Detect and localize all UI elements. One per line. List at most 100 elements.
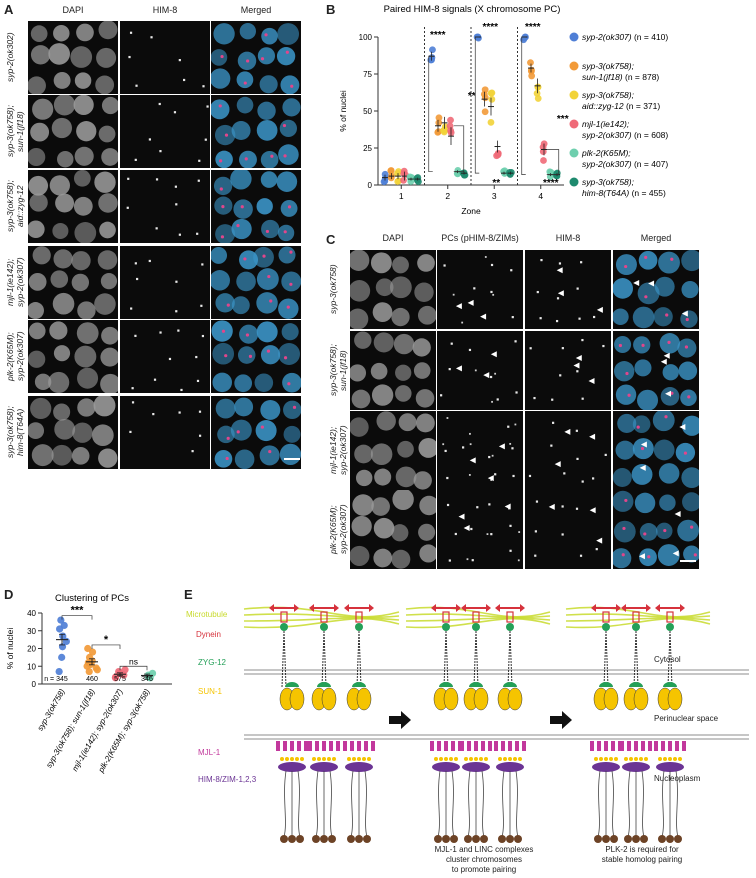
panel-c-label: C xyxy=(326,232,336,247)
significance-bracket xyxy=(61,615,93,620)
nucleus xyxy=(417,254,435,272)
legend-label: syp-2(ok307) (n = 410) xyxy=(582,32,668,42)
kash-linker xyxy=(667,630,671,688)
chromatin-end xyxy=(312,835,320,843)
foci xyxy=(473,287,476,290)
him8-bead xyxy=(634,757,638,761)
nucleus xyxy=(53,72,71,89)
foci xyxy=(517,559,520,562)
foci xyxy=(219,159,223,163)
zyg12-cap xyxy=(469,682,483,687)
foci xyxy=(178,59,181,62)
foci xyxy=(534,530,537,533)
nucleus xyxy=(637,282,660,305)
significance-label: ** xyxy=(492,178,500,189)
nucleus xyxy=(393,333,415,355)
nucleus xyxy=(352,494,374,516)
significance-label: *** xyxy=(557,114,569,125)
y-tick-label: 0 xyxy=(368,181,373,190)
foci xyxy=(134,262,137,265)
him8-bead xyxy=(484,757,488,761)
foci xyxy=(535,500,539,503)
dynein-arrowhead xyxy=(520,604,525,612)
foci xyxy=(129,430,132,434)
foci xyxy=(462,446,465,449)
chromatin-end xyxy=(594,835,602,843)
him8 xyxy=(432,762,460,772)
nucleus xyxy=(392,490,414,511)
row-label-line: mjl-1(ie142); xyxy=(328,426,338,475)
row-label: syp-3(ok758); aid::zyg-12 xyxy=(5,170,27,243)
him8 xyxy=(345,762,373,772)
nucleus xyxy=(100,373,118,393)
legend-marker xyxy=(569,61,579,71)
foci xyxy=(260,425,264,429)
him8-bead xyxy=(449,757,453,761)
significance-label: ns xyxy=(129,656,138,666)
mjl1 xyxy=(430,741,434,751)
chromatin-end xyxy=(610,835,618,843)
foci xyxy=(262,254,266,258)
data-point xyxy=(400,176,407,184)
sun1 xyxy=(603,687,619,711)
foci xyxy=(289,282,293,286)
row-label-line: plk-2(K65M); xyxy=(328,505,338,554)
foci xyxy=(148,259,151,263)
nucleus xyxy=(280,75,300,94)
foci xyxy=(492,293,495,296)
nucleus xyxy=(231,296,250,315)
nucleus xyxy=(354,444,373,464)
foci xyxy=(693,553,697,557)
nucleus xyxy=(28,350,46,368)
foci xyxy=(286,305,290,309)
chromatin-end xyxy=(480,835,488,843)
row-label-line: syp-2(ok307) xyxy=(15,257,25,308)
dynein-arrowhead xyxy=(294,604,299,612)
foci xyxy=(512,474,515,478)
caption-line: PLK-2 is required for xyxy=(605,845,679,854)
nucleus xyxy=(615,440,635,460)
him8-bead xyxy=(673,757,677,761)
him8 xyxy=(622,762,650,772)
nucleus xyxy=(74,146,94,166)
nucleus xyxy=(282,372,301,393)
foci xyxy=(174,185,177,188)
scale-bar xyxy=(680,560,696,562)
nucleus xyxy=(254,373,274,392)
foci xyxy=(647,555,651,559)
nucleus xyxy=(283,400,301,420)
zyg12 xyxy=(320,623,328,631)
chromosome xyxy=(451,770,455,838)
zyg12-cap xyxy=(503,682,517,687)
nucleus xyxy=(413,362,431,379)
chromatin-end xyxy=(514,835,522,843)
foci xyxy=(126,206,129,209)
dynein-arrowhead xyxy=(334,604,339,612)
row-label-line: syp-3(ok758); xyxy=(5,406,15,459)
nucleus xyxy=(73,196,93,216)
him8-bead xyxy=(639,757,643,761)
dynein-arrowhead xyxy=(431,604,436,612)
scale-bar-line xyxy=(680,560,696,562)
micrograph-tile xyxy=(437,250,523,329)
nucleus xyxy=(397,440,414,458)
mjl1 xyxy=(451,741,455,751)
data-point xyxy=(413,174,421,182)
nucleus xyxy=(212,342,235,365)
dynein xyxy=(506,611,514,623)
micrograph-tile xyxy=(28,95,118,168)
label-dynein: Dynein xyxy=(196,630,221,639)
mjl1 xyxy=(604,741,608,751)
him8-bead xyxy=(513,757,517,761)
arrowhead xyxy=(487,475,494,482)
nucleus xyxy=(613,278,634,299)
foci xyxy=(248,354,253,358)
significance-label: ** xyxy=(468,91,476,102)
foci xyxy=(536,290,539,294)
mjl1 xyxy=(315,741,319,751)
foci xyxy=(440,394,443,397)
him8-bead xyxy=(332,757,336,761)
column-header: HIM-8 xyxy=(555,233,581,243)
arrowhead xyxy=(467,299,474,306)
chromosome xyxy=(515,770,519,838)
